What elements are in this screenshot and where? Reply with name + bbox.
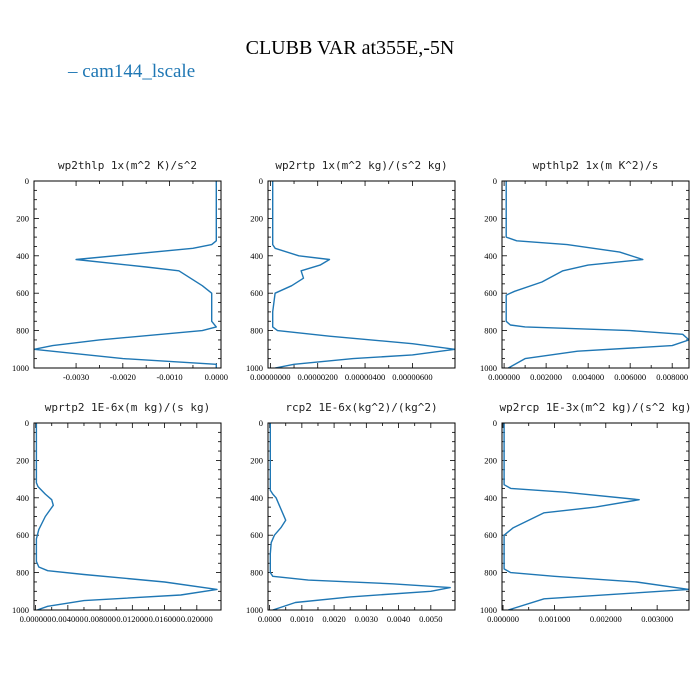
y-tick-label: 400 [250, 251, 263, 261]
plot-frame [501, 180, 690, 369]
x-tick-label: 0.00000400 [345, 372, 385, 382]
y-tick-label: 200 [484, 213, 497, 223]
panel-title: rcp2 1E-6x(kg^2)/(kg^2) [285, 401, 437, 414]
y-tick-label: 800 [16, 568, 29, 578]
panel-title: wprtp2 1E-6x(m kg)/(s kg) [45, 401, 211, 414]
panel-title: wp2rtp 1x(m^2 kg)/(s^2 kg) [275, 159, 447, 172]
y-tick-label: 600 [16, 288, 29, 298]
panel-title: wp2thlp 1x(m^2 K)/s^2 [58, 159, 197, 172]
x-tick-label: 0.004000 [52, 614, 84, 624]
x-tick-label: 0.0000 [205, 372, 228, 382]
y-tick-label: 800 [16, 326, 29, 336]
y-tick-label: 800 [484, 568, 497, 578]
x-tick-label: -0.0030 [63, 372, 89, 382]
x-tick-label: 0.002000 [590, 614, 622, 624]
y-tick-label: 0 [493, 418, 497, 428]
y-tick-label: 800 [250, 326, 263, 336]
x-tick-label: 0.003000 [641, 614, 673, 624]
y-tick-label: 1000 [246, 605, 263, 615]
legend: – cam144_lscale [67, 61, 195, 82]
x-tick-label: 0.000000 [20, 614, 52, 624]
y-tick-label: 600 [484, 530, 497, 540]
x-tick-label: 0.00000600 [392, 372, 432, 382]
y-tick-label: 200 [16, 455, 29, 465]
x-tick-label: 0.0030 [355, 614, 378, 624]
panel-5: rcp2 1E-6x(kg^2)/(kg^2) 0 200 400 600 800 1000… [246, 401, 456, 624]
x-tick-label: 0.000000 [487, 614, 519, 624]
y-tick-label: 200 [250, 455, 263, 465]
y-tick-label: 1000 [12, 363, 29, 373]
plot-frame [33, 422, 222, 611]
y-tick-label: 200 [484, 455, 497, 465]
panel-3: wpthlp2 1x(m K^2)/s020040060080010000.00… [480, 159, 690, 382]
x-tick-label: 0.0020 [322, 614, 345, 624]
y-tick-label: 0 [259, 176, 263, 186]
x-tick-label: 0.0000 [258, 614, 281, 624]
y-tick-label: 1000 [480, 363, 497, 373]
panel-title: wp2rcp 1E-3x(m^2 kg)/(s^2 kg) [499, 401, 691, 414]
y-tick-label: 800 [484, 326, 497, 336]
panel-2: wp2rtp 1x(m^2 kg)/(s^2 kg) 0 200 400 600 800 1… [246, 159, 456, 382]
panel-1: wp2thlp 1x(m^2 K)/s^2 0 200 400 600 800 1000 -0… [12, 159, 228, 382]
plot-frame [267, 180, 456, 369]
panel-6: wp2rcp 1E-3x(m^2 kg)/(s^2 kg)0 200 400 600 8… [480, 401, 692, 624]
x-tick-label: 0.0040 [387, 614, 410, 624]
legend-dash: – [67, 61, 82, 82]
y-tick-label: 200 [250, 213, 263, 223]
series-line [269, 423, 451, 610]
legend-label: – cam144_lscale [67, 61, 195, 82]
x-tick-label: 0.008000 [84, 614, 116, 624]
series-line [272, 181, 455, 368]
series-line [505, 181, 689, 368]
x-tick-label: 0.006000 [614, 372, 646, 382]
y-tick-label: 400 [16, 493, 29, 503]
x-tick-label: 0.016000 [149, 614, 181, 624]
x-tick-label: 0.001000 [538, 614, 570, 624]
y-tick-label: 600 [250, 288, 263, 298]
x-tick-label: -0.0010 [156, 372, 182, 382]
y-tick-label: 1000 [246, 363, 263, 373]
y-tick-label: 600 [250, 530, 263, 540]
x-tick-label: 0.0050 [419, 614, 442, 624]
y-tick-label: 400 [250, 493, 263, 503]
series-line [503, 423, 689, 610]
y-tick-label: 400 [16, 251, 29, 261]
y-tick-label: 800 [250, 568, 263, 578]
x-tick-label: 0.020000 [181, 614, 213, 624]
y-tick-label: 400 [484, 251, 497, 261]
y-tick-label: 1000 [480, 605, 497, 615]
x-tick-label: 0.0010 [290, 614, 313, 624]
x-tick-label: 0.002000 [530, 372, 562, 382]
x-tick-label: -0.0020 [110, 372, 136, 382]
legend-series-name: cam144_lscale [82, 61, 195, 82]
x-tick-label: 0.00000200 [298, 372, 338, 382]
y-tick-label: 200 [16, 213, 29, 223]
y-tick-label: 0 [493, 176, 497, 186]
y-tick-label: 600 [484, 288, 497, 298]
x-tick-label: 0.00000000 [250, 372, 290, 382]
y-tick-label: 1000 [12, 605, 29, 615]
y-tick-label: 400 [484, 493, 497, 503]
x-tick-label: 0.008000 [656, 372, 688, 382]
y-tick-label: 0 [25, 176, 29, 186]
figure-title: CLUBB VAR at355E,-5N [246, 37, 455, 59]
y-tick-label: 0 [25, 418, 29, 428]
y-tick-label: 600 [16, 530, 29, 540]
x-tick-label: 0.000000 [488, 372, 520, 382]
series-line [34, 181, 218, 368]
panels: wp2thlp 1x(m^2 K)/s^2 0 200 400 600 800 1000 -0… [12, 159, 692, 624]
x-tick-label: 0.004000 [572, 372, 604, 382]
panel-title: wpthlp2 1x(m K^2)/s [533, 159, 659, 172]
plot-frame [501, 422, 690, 611]
plot-frame [33, 180, 222, 369]
plot-frame [267, 422, 456, 611]
y-tick-label: 0 [259, 418, 263, 428]
x-tick-label: 0.012000 [116, 614, 148, 624]
series-line [35, 423, 218, 610]
panel-4: wprtp2 1E-6x(m kg)/(s kg) 0 200 400 600 800 10… [12, 401, 222, 624]
